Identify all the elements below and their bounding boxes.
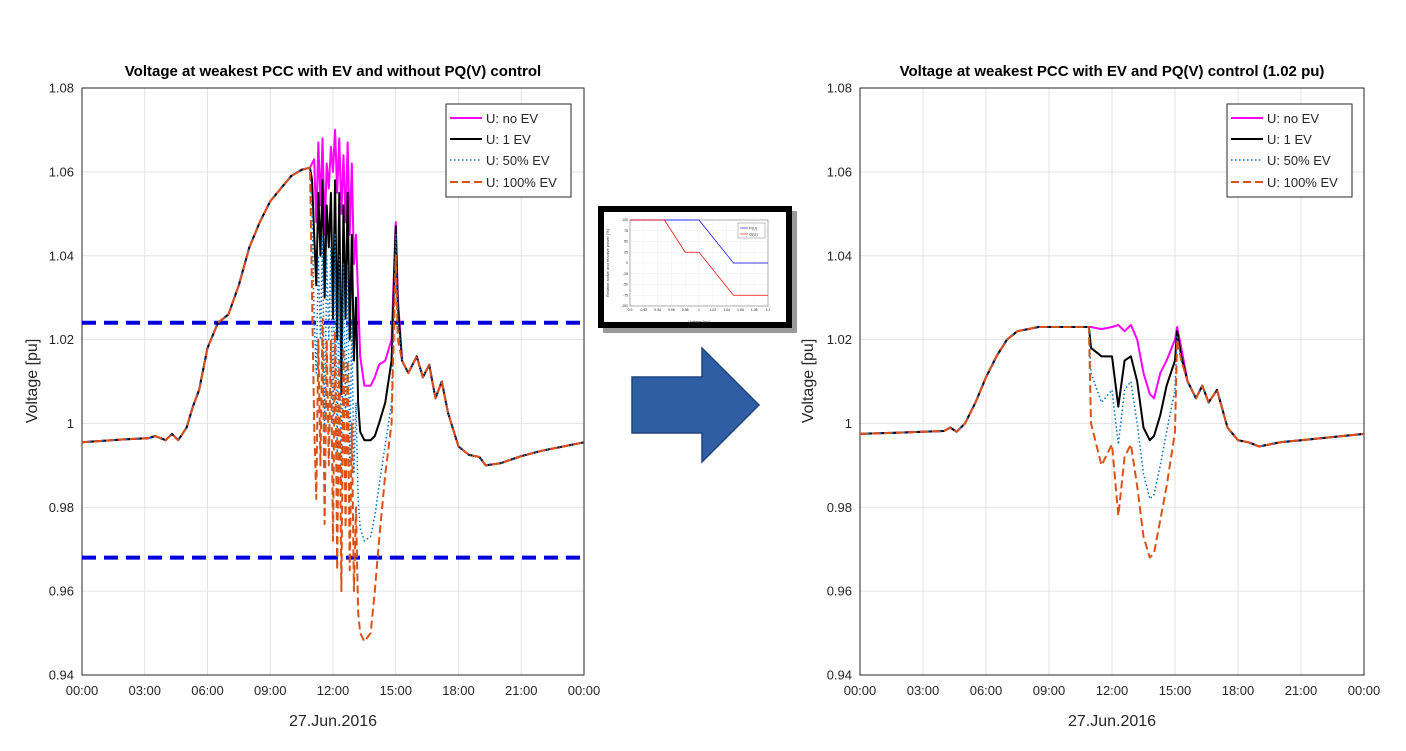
x-axis-label: Voltage (pu) xyxy=(688,319,710,324)
x-tick-label: 1 xyxy=(698,308,700,312)
tick-labels: 00:00 03:00 06:00 09:00 12:00 15:00 18:00 21:00… xyxy=(49,81,601,698)
x-tick-label: 15:00 xyxy=(1159,683,1192,698)
y-tick-label: -100 xyxy=(621,304,628,308)
x-tick-label: 03:00 xyxy=(907,683,940,698)
y-tick-label: 0.96 xyxy=(49,584,74,599)
legend: U: no EV U: 1 EV U: 50% EV U: 100% EV xyxy=(1226,103,1353,198)
legend-label-p: P(U) xyxy=(749,226,758,231)
series-lines xyxy=(859,323,1365,559)
x-tick-label: 03:00 xyxy=(128,683,161,698)
chart-without-pqv-control: 00:00 03:00 06:00 09:00 12:00 15:00 18:00 21:00… xyxy=(24,63,600,730)
legend-label-100-ev: U: 100% EV xyxy=(1267,175,1338,190)
y-tick-label: 0.96 xyxy=(827,584,852,599)
x-tick-label: 1.06 xyxy=(737,308,744,312)
y-tick-label: 1.04 xyxy=(827,248,852,263)
x-tick-label: 18:00 xyxy=(1222,683,1255,698)
legend-label-50-ev: U: 50% EV xyxy=(1267,153,1331,168)
x-tick-label: 00:00 xyxy=(568,683,601,698)
y-tick-label: -50 xyxy=(623,283,628,287)
x-tick-label: 21:00 xyxy=(1285,683,1318,698)
y-axis-label: Voltage [pu] xyxy=(24,339,41,424)
x-tick-label: 0.92 xyxy=(640,308,647,312)
y-tick-label: 0.94 xyxy=(827,668,852,683)
series-line-u-100-ev xyxy=(859,325,1365,559)
x-tick-label: 1.08 xyxy=(751,308,758,312)
x-tick-label: 1.1 xyxy=(766,308,771,312)
pqv-characteristic-inset: 0.9 0.92 0.94 0.96 0.98 1 1.02 1.04 1.06 1.08 1.1 -… xyxy=(598,206,797,333)
y-tick-label: 0.98 xyxy=(49,500,74,515)
legend-label-50-ev: U: 50% EV xyxy=(486,153,550,168)
x-tick-label: 09:00 xyxy=(1033,683,1066,698)
y-tick-label: 1.06 xyxy=(827,164,852,179)
series-lines xyxy=(630,219,768,296)
y-tick-label: 1 xyxy=(67,416,74,431)
chart-title: Voltage at weakest PCC with EV and witho… xyxy=(125,63,541,80)
x-tick-label: 06:00 xyxy=(970,683,1003,698)
y-axis-label: Voltage [pu] xyxy=(800,339,817,424)
chart-title: Voltage at weakest PCC with EV and PQ(V)… xyxy=(900,63,1325,80)
y-tick-label: 50 xyxy=(624,240,628,244)
x-tick-label: 00:00 xyxy=(1348,683,1381,698)
y-tick-label: 75 xyxy=(624,229,628,233)
plot-frame xyxy=(81,87,585,676)
series-line-q-u- xyxy=(630,219,768,296)
x-axis-label: 27.Jun.2016 xyxy=(1068,713,1156,730)
x-tick-label: 12:00 xyxy=(1096,683,1129,698)
y-tick-label: 1.08 xyxy=(827,81,852,96)
y-tick-label: 1 xyxy=(845,416,852,431)
legend-label-no-ev: U: no EV xyxy=(1267,111,1319,126)
series-line-u-100-ev xyxy=(81,166,585,643)
y-tick-label: 1.06 xyxy=(49,164,74,179)
x-tick-label: 1.02 xyxy=(709,308,716,312)
x-tick-label: 1.04 xyxy=(723,308,730,312)
x-axis-label: 27.Jun.2016 xyxy=(289,713,377,730)
tick-labels: 00:00 03:00 06:00 09:00 12:00 15:00 18:00 21:00… xyxy=(827,81,1381,698)
legend: U: no EV U: 1 EV U: 50% EV U: 100% EV xyxy=(445,103,572,198)
legend-label-1-ev: U: 1 EV xyxy=(1267,132,1312,147)
y-tick-label: 100 xyxy=(622,218,628,222)
limit-lines xyxy=(82,320,584,560)
y-tick-label: 0.98 xyxy=(827,500,852,515)
legend-label-no-ev: U: no EV xyxy=(486,111,538,126)
x-tick-label: 00:00 xyxy=(66,683,99,698)
tick-labels: 0.9 0.92 0.94 0.96 0.98 1 1.02 1.04 1.06 1.08 1.1 -… xyxy=(621,218,770,312)
y-tick-label: 1.02 xyxy=(827,332,852,347)
y-tick-label: 0 xyxy=(626,261,628,265)
y-tick-label: -75 xyxy=(623,293,628,297)
x-tick-label: 15:00 xyxy=(379,683,412,698)
y-tick-label: 1.04 xyxy=(49,248,74,263)
y-tick-label: 25 xyxy=(624,250,628,254)
x-tick-label: 00:00 xyxy=(844,683,877,698)
x-tick-label: 0.9 xyxy=(628,308,633,312)
legend: P(U) Q(U) xyxy=(737,222,766,239)
x-tick-label: 0.98 xyxy=(682,308,689,312)
series-lines xyxy=(81,128,585,643)
x-tick-label: 12:00 xyxy=(317,683,350,698)
x-tick-label: 06:00 xyxy=(191,683,224,698)
legend-label-q: Q(U) xyxy=(749,232,758,237)
legend-label-1-ev: U: 1 EV xyxy=(486,132,531,147)
inset-chart: 0.9 0.92 0.94 0.96 0.98 1 1.02 1.04 1.06 1.08 1.1 -… xyxy=(605,218,770,324)
x-tick-label: 09:00 xyxy=(254,683,287,698)
right-arrow-icon xyxy=(631,346,761,464)
x-tick-label: 21:00 xyxy=(505,683,538,698)
y-axis-label: Relative active and reactive power (%) xyxy=(605,228,610,297)
y-tick-label: 1.02 xyxy=(49,332,74,347)
chart-with-pqv-control: 00:00 03:00 06:00 09:00 12:00 15:00 18:00 21:00… xyxy=(800,63,1380,730)
x-tick-label: 0.94 xyxy=(654,308,661,312)
x-tick-label: 0.96 xyxy=(668,308,675,312)
plot-frame xyxy=(859,87,1365,676)
y-tick-label: 1.08 xyxy=(49,81,74,96)
legend-label-100-ev: U: 100% EV xyxy=(486,175,557,190)
y-tick-label: 0.94 xyxy=(49,668,74,683)
x-tick-label: 18:00 xyxy=(442,683,475,698)
y-tick-label: -25 xyxy=(623,272,628,276)
